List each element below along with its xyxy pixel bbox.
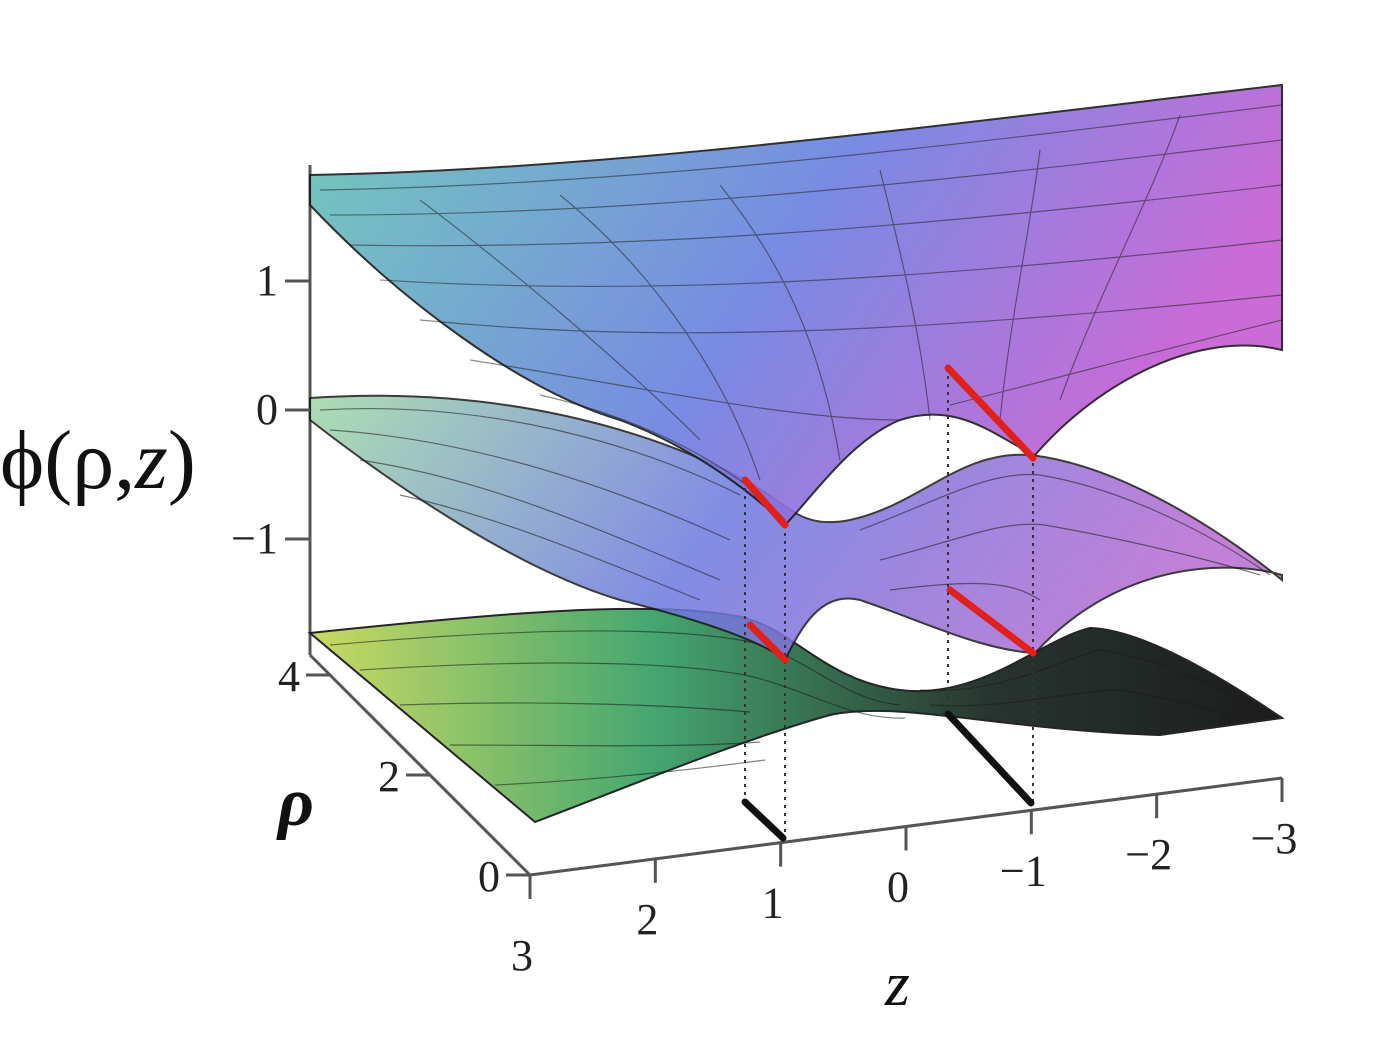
phi-axis-title-var: z (134, 414, 168, 507)
phi-tick-label: 1 (256, 256, 278, 305)
z-tick-label: −2 (1125, 830, 1172, 879)
black-segment (741, 798, 787, 842)
z-tick-label: −1 (1000, 846, 1047, 895)
red-segment (746, 621, 789, 664)
rho-axis-ticks (306, 673, 530, 877)
z-tick-label: 2 (636, 895, 658, 944)
mesh-lower (329, 630, 1271, 786)
red-segment (741, 476, 789, 529)
z-tick-label: −3 (1251, 814, 1298, 863)
red-segment (946, 586, 1037, 657)
black-segments (741, 710, 1035, 842)
mesh-upper (319, 104, 1283, 521)
phi-tick-label: −1 (231, 514, 278, 563)
red-segment (944, 364, 1037, 462)
z-axis-title: z (884, 948, 910, 1019)
projection-lines (744, 368, 1034, 840)
rho-tick-label: 0 (478, 852, 500, 901)
rho-axis-line (308, 653, 532, 877)
phi-axis-title: ϕ(ρ,z) (0, 414, 196, 507)
rho-tick-label: 4 (278, 652, 300, 701)
mesh-middle (319, 407, 1271, 601)
z-tick-label: 1 (762, 879, 784, 928)
rho-axis-title: ρ (276, 764, 314, 841)
phi-axis-title-suffix: ) (168, 414, 196, 507)
red-segments (741, 364, 1037, 664)
rho-tick-label: 2 (378, 752, 400, 801)
z-tick-label: 0 (887, 863, 909, 912)
phi-tick-label: 0 (256, 385, 278, 434)
z-axis-ticks (528, 778, 1284, 899)
black-segment (944, 710, 1035, 807)
phi-axis-title-prefix: ϕ(ρ, (0, 414, 135, 507)
phi-axis-ticks (285, 279, 310, 541)
surface-upper (309, 83, 1283, 527)
tick-labels: 3 2 1 0 −1 −2 −3 0 2 4 1 0 −1 (231, 256, 1297, 980)
z-tick-label: 3 (511, 931, 533, 980)
